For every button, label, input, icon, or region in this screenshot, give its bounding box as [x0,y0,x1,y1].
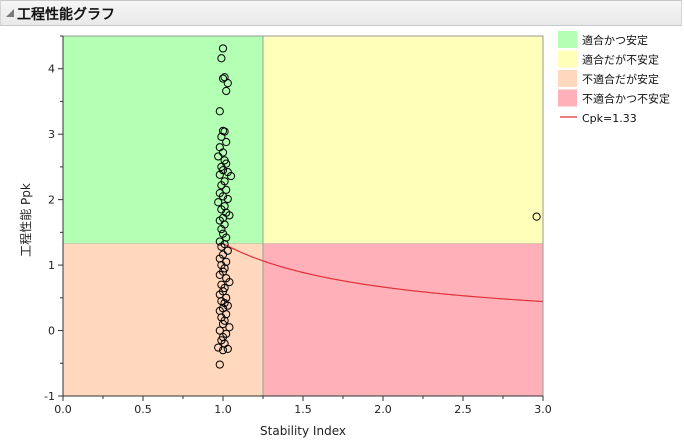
y-axis-title: 工程性能 Ppk [18,183,33,257]
data-point [225,278,234,287]
data-point [214,343,223,352]
y-tick-label: 1 [48,259,55,272]
legend-swatch [558,50,577,68]
data-point [217,224,226,234]
legend-item[interactable]: 不適合かつ不安定 [558,89,670,107]
legend-item[interactable]: 適合だが不安定 [558,50,659,68]
legend-label: 適合だが不安定 [582,53,659,67]
legend-swatch [558,70,577,87]
data-point [214,198,223,207]
data-point [225,323,234,332]
region-2 [263,36,543,244]
legend-label: 不適合だが安定 [582,72,659,86]
legend-item[interactable]: 不適合だが安定 [558,70,659,87]
data-point [222,137,231,147]
outline-title: 工程性能グラフ [17,7,115,23]
y-tick-label: 3 [48,128,55,141]
data-point [217,54,226,63]
data-point [218,346,228,355]
x-tick-label: 2.5 [454,403,472,416]
data-point [218,319,228,329]
data-point [223,79,232,88]
y-tick-label: 2 [48,194,55,207]
x-tick-label: 1.5 [294,403,312,416]
legend-item[interactable]: Cpk=1.33 [560,112,637,125]
region-3 [63,243,263,396]
legend-item[interactable]: 適合かつ安定 [558,31,648,48]
axes-layer: 0.0 0.5 1.0 1.5 2.0 2.5 3.0 -1 0 1 2 3 4 Stability In… [18,35,552,438]
legend-label: 適合かつ安定 [582,33,648,47]
y-tick-label: -1 [44,390,55,403]
region-4 [263,243,543,396]
data-point [215,107,224,116]
data-point [222,86,231,96]
legend-swatch [558,31,577,48]
data-point [217,181,226,190]
outline-header: 工程性能グラフ [0,0,682,26]
data-point [215,326,224,335]
x-axis-title: Stability Index [260,424,346,438]
data-point [218,148,228,157]
data-point [218,192,228,201]
data-point [532,212,541,221]
data-point [215,216,224,225]
region-1 [63,36,263,244]
disclosure-triangle-icon[interactable] [5,8,15,18]
x-tick-label: 0.5 [134,403,152,416]
curve-layer [222,242,544,303]
data-point [215,237,224,246]
data-point [223,301,232,310]
data-point [223,344,232,353]
legend-swatch [558,89,577,107]
data-point [223,194,232,204]
legend-label: Cpk=1.33 [582,112,637,125]
data-point [222,185,231,194]
data-point [226,171,236,181]
data-point [217,132,226,141]
y-tick-label: 0 [48,325,55,338]
points-layer [214,44,541,369]
regions-layer [63,36,543,396]
data-point [223,246,232,255]
y-tick-label: 4 [48,63,55,76]
cpk-reference-curve [222,242,544,303]
data-point [217,242,226,251]
x-tick-label: 1.0 [214,403,232,416]
data-point [215,360,224,369]
data-point [218,44,228,53]
x-tick-label: 2.0 [374,403,392,416]
data-point [215,270,224,280]
data-point [214,152,223,161]
legend-label: 不適合かつ不安定 [582,92,670,106]
data-point [215,170,224,179]
x-tick-label: 0.0 [54,403,72,416]
data-point [218,74,228,83]
x-tick-label: 3.0 [534,403,552,416]
